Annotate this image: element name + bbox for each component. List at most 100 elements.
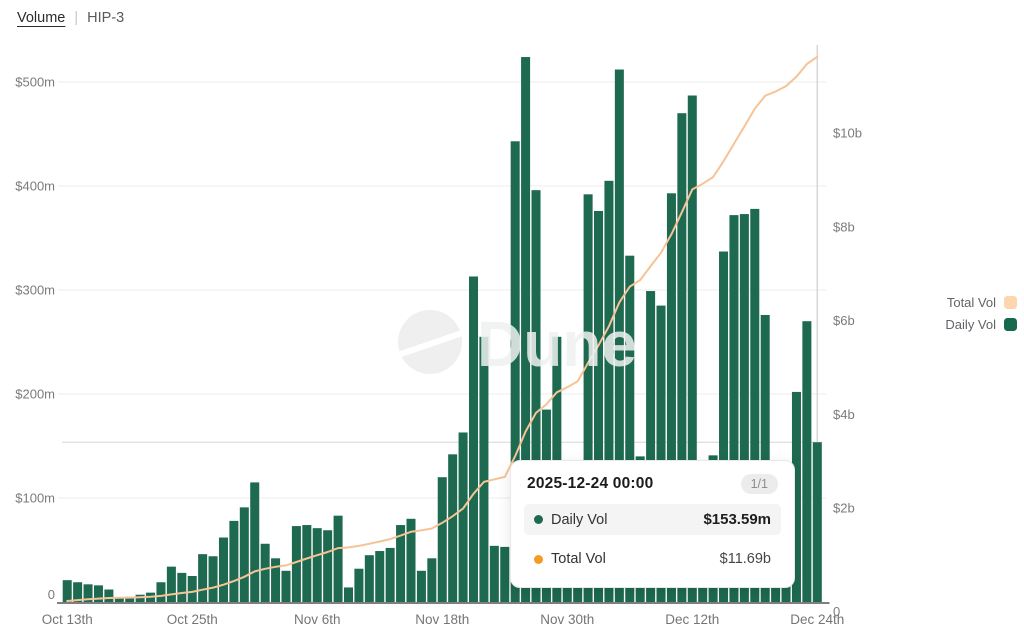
- daily-vol-bar: [62, 580, 72, 602]
- daily-vol-bar: [250, 482, 260, 602]
- x-tick-label: Nov 6th: [294, 612, 341, 627]
- tooltip-row-total-vol: Total Vol $11.69b: [524, 544, 781, 574]
- daily-vol-bar: [239, 507, 249, 602]
- x-tick-label: Oct 25th: [167, 612, 218, 627]
- legend-item-total-vol[interactable]: Total Vol: [947, 295, 1017, 310]
- y-right-tick-label: $2b: [833, 501, 855, 516]
- daily-vol-bar: [750, 208, 760, 602]
- tooltip-date: 2025-12-24 00:00: [527, 475, 654, 492]
- daily-vol-bar: [666, 193, 676, 602]
- daily-vol-bar: [646, 291, 656, 602]
- daily-vol-bar: [291, 526, 301, 602]
- dune-watermark: Dune: [391, 308, 637, 380]
- daily-vol-bar: [458, 432, 468, 602]
- daily-vol-bar: [364, 555, 374, 602]
- daily-vol-bar: [625, 255, 635, 602]
- daily-vol-bar: [333, 515, 343, 602]
- tab-volume[interactable]: Volume: [17, 10, 66, 26]
- chart-tabs: Volume | HIP-3: [17, 10, 124, 26]
- daily-vol-bar: [396, 525, 406, 602]
- x-tick-label: Nov 30th: [540, 612, 594, 627]
- daily-vol-bar: [427, 558, 437, 602]
- legend-item-daily-vol[interactable]: Daily Vol: [945, 317, 1017, 332]
- hover-tooltip: 2025-12-24 00:00 1/1 Daily Vol $153.59m …: [510, 460, 795, 588]
- daily-vol-bar: [656, 305, 666, 602]
- daily-vol-bar: [312, 528, 322, 602]
- daily-vol-bar: [594, 210, 604, 602]
- y-right-tick-label: $10b: [833, 126, 862, 141]
- daily-vol-bar: [583, 194, 593, 602]
- daily-vol-bar: [354, 568, 364, 602]
- tab-separator: |: [74, 10, 79, 26]
- gridlines: [58, 81, 827, 499]
- daily-vol-bar: [271, 558, 281, 602]
- total-vol-line-group: [66, 55, 819, 602]
- daily-vol-bar: [156, 582, 166, 602]
- daily-vol-bar: [448, 454, 458, 602]
- x-tick-label: Dec 24th: [790, 612, 844, 627]
- daily-vol-bar: [677, 113, 687, 602]
- daily-vol-bar: [281, 570, 291, 602]
- daily-vol-bar: [791, 391, 801, 602]
- daily-vol-bar: [208, 556, 218, 602]
- daily-vol-bar: [260, 543, 270, 602]
- y-left-tick-label: $500m: [15, 75, 55, 90]
- tooltip-value-total-vol: $11.69b: [719, 551, 771, 567]
- total-vol-dot-icon: [534, 554, 543, 564]
- y-left-tick-label: $200m: [15, 387, 55, 402]
- daily-vol-bar: [83, 584, 93, 602]
- daily-vol-bar: [198, 554, 208, 602]
- daily-vol-bar: [406, 518, 416, 602]
- daily-vol-bar: [489, 545, 499, 602]
- legend-label-daily-vol: Daily Vol: [945, 317, 996, 332]
- daily-vol-bar: [510, 141, 520, 602]
- daily-vol-bar: [812, 442, 822, 602]
- daily-vol-bar: [802, 321, 812, 602]
- daily-vol-bar: [739, 214, 749, 602]
- y-left-tick-label: $100m: [15, 491, 55, 506]
- legend: Total Vol Daily Vol: [945, 295, 1017, 332]
- y-left-tick-label: $400m: [15, 179, 55, 194]
- tooltip-label-daily-vol: Daily Vol: [551, 511, 608, 528]
- y-left-tick-label: $300m: [15, 283, 55, 298]
- daily-vol-bar: [500, 546, 510, 602]
- y-right-tick-label: $4b: [833, 407, 855, 422]
- daily-vol-bar: [385, 547, 395, 602]
- axis-labels: $500m $400m $300m $200m $100m 0 $10b $8b $6b $4b $…: [15, 75, 862, 628]
- tab-hip-3[interactable]: HIP-3: [87, 10, 125, 26]
- daily-vol-bar: [468, 276, 479, 602]
- daily-vol-bar: [343, 587, 353, 602]
- daily-vol-bar: [73, 582, 83, 602]
- daily-vol-bar: [166, 566, 176, 602]
- daily-vol-bar: [93, 585, 103, 602]
- daily-vol-bar: [177, 572, 187, 602]
- y-right-tick-label: $8b: [833, 219, 855, 234]
- x-tick-label: Oct 13th: [42, 612, 93, 627]
- x-tick-label: Nov 18th: [415, 612, 469, 627]
- daily-vol-bar: [521, 57, 531, 603]
- daily-vol-bar: [125, 596, 135, 602]
- legend-swatch-total-vol: [1004, 296, 1017, 309]
- tooltip-label-total-vol: Total Vol: [551, 551, 606, 567]
- y-left-tick-label: 0: [48, 587, 55, 602]
- daily-vol-bar: [104, 589, 114, 602]
- daily-vol-bar: [114, 597, 124, 602]
- daily-vol-bar: [302, 525, 312, 602]
- legend-label-total-vol: Total Vol: [946, 295, 996, 310]
- y-right-tick-label: 0: [833, 604, 840, 619]
- legend-swatch-daily-vol: [1004, 318, 1017, 331]
- daily-vol-dot-icon: [534, 515, 543, 524]
- tooltip-row-daily-vol: Daily Vol $153.59m: [524, 504, 781, 535]
- daily-vol-bar: [614, 69, 624, 602]
- daily-vol-bar: [604, 180, 614, 603]
- daily-vol-bar: [531, 190, 541, 602]
- daily-vol-bar: [729, 215, 739, 602]
- daily-vol-bar: [187, 576, 197, 602]
- x-tick-label: Dec 12th: [665, 612, 719, 627]
- daily-vol-bar: [135, 594, 145, 602]
- daily-vol-bar: [760, 314, 770, 602]
- daily-vol-bar: [416, 570, 426, 602]
- daily-vol-bar: [218, 537, 228, 602]
- total-vol-line: [66, 55, 819, 602]
